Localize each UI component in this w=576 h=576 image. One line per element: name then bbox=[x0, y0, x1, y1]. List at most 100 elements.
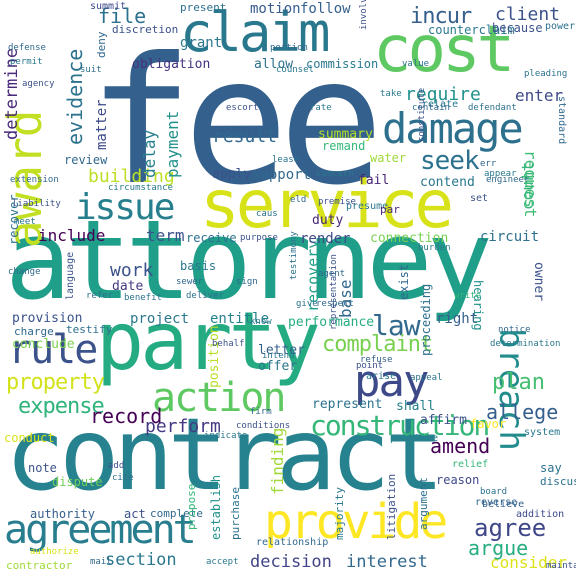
word: intend bbox=[262, 351, 295, 361]
word: know bbox=[250, 317, 272, 327]
word: allow bbox=[254, 57, 294, 72]
word: relief bbox=[452, 459, 489, 470]
word: complete bbox=[150, 507, 203, 520]
word: complaint bbox=[322, 332, 433, 357]
word: payment bbox=[163, 110, 182, 178]
word: value bbox=[402, 59, 430, 69]
word: file bbox=[98, 4, 147, 28]
word: portion bbox=[270, 43, 308, 53]
word: owner bbox=[531, 262, 546, 302]
word: presume bbox=[346, 201, 389, 212]
word: argument bbox=[417, 477, 430, 530]
word: summit bbox=[90, 1, 127, 12]
word: power bbox=[545, 21, 576, 32]
word: cost bbox=[373, 13, 515, 87]
word: add bbox=[108, 461, 125, 471]
word: benefit bbox=[124, 293, 162, 303]
word: provision bbox=[12, 311, 83, 326]
word: grant bbox=[180, 35, 223, 51]
word: offer bbox=[258, 359, 298, 374]
word: board bbox=[480, 487, 508, 497]
word: accept bbox=[206, 557, 239, 567]
word: conclude bbox=[12, 337, 75, 352]
word: contract bbox=[5, 396, 445, 513]
word: reason bbox=[436, 473, 480, 487]
word: evidence bbox=[63, 48, 87, 145]
word: term bbox=[146, 226, 185, 245]
word: basis bbox=[180, 259, 217, 273]
word: work bbox=[110, 260, 154, 281]
word: project bbox=[130, 311, 190, 327]
word: represent bbox=[312, 397, 383, 412]
word: defendant bbox=[468, 103, 517, 113]
word: change bbox=[8, 267, 41, 277]
word: suit bbox=[80, 65, 102, 75]
word: client bbox=[495, 4, 561, 25]
word: concern bbox=[316, 169, 354, 179]
word: counterclaim bbox=[428, 23, 515, 37]
word: favor bbox=[470, 417, 507, 431]
word: establish bbox=[209, 474, 223, 540]
word: system bbox=[524, 427, 561, 438]
word: believe bbox=[482, 499, 525, 510]
word: perform bbox=[145, 416, 221, 437]
word: interest bbox=[346, 552, 428, 572]
word: service bbox=[200, 166, 454, 243]
word: circumstance bbox=[108, 183, 174, 193]
word: water bbox=[370, 151, 407, 165]
word: liability bbox=[12, 199, 61, 209]
word: include bbox=[38, 226, 106, 245]
word: position bbox=[207, 325, 222, 388]
word: point bbox=[356, 361, 384, 371]
word: right bbox=[436, 311, 479, 327]
word: purpose bbox=[240, 233, 278, 243]
word: date bbox=[112, 279, 144, 294]
word: delay bbox=[140, 129, 159, 178]
word: refuse bbox=[360, 355, 393, 365]
word: eld bbox=[290, 195, 307, 205]
word: argue bbox=[468, 536, 529, 560]
word: permit bbox=[10, 57, 43, 67]
word: testify bbox=[66, 323, 113, 336]
word: addition bbox=[516, 509, 565, 520]
word: count bbox=[518, 161, 537, 210]
word: expense bbox=[18, 394, 105, 419]
word: take bbox=[380, 89, 402, 99]
word: attorney bbox=[5, 196, 493, 324]
word: give bbox=[296, 299, 318, 309]
word: discretion bbox=[112, 23, 179, 36]
word: matter bbox=[94, 99, 110, 150]
word: proceeding bbox=[419, 283, 433, 356]
word: respect bbox=[316, 299, 354, 309]
word: plan bbox=[492, 370, 545, 395]
word: err bbox=[480, 159, 497, 169]
word: burden bbox=[418, 243, 451, 253]
word: authority bbox=[30, 507, 96, 521]
word: finding bbox=[268, 427, 287, 495]
word: commission bbox=[306, 57, 379, 71]
word: cite bbox=[112, 473, 134, 483]
word: reverse bbox=[475, 497, 518, 508]
word: agent bbox=[318, 269, 346, 279]
word: fee bbox=[88, 21, 384, 224]
word: constitute bbox=[417, 87, 427, 142]
word: performance bbox=[288, 315, 375, 330]
word: incur bbox=[410, 4, 472, 29]
word: motion bbox=[250, 1, 301, 17]
word: relationship bbox=[256, 537, 329, 548]
word: because bbox=[492, 21, 543, 35]
word: lease bbox=[272, 155, 300, 165]
word: conduct bbox=[4, 431, 55, 445]
word: allege bbox=[486, 400, 559, 424]
word: letter bbox=[258, 343, 305, 358]
word: premise bbox=[318, 197, 356, 207]
word: indicate bbox=[204, 431, 248, 441]
word: enter bbox=[515, 86, 564, 105]
word: result bbox=[212, 126, 278, 147]
word: sign bbox=[236, 277, 258, 287]
word: arise bbox=[366, 371, 397, 382]
word: support bbox=[252, 167, 312, 183]
word: practice bbox=[390, 433, 439, 444]
word: meet bbox=[14, 217, 36, 227]
